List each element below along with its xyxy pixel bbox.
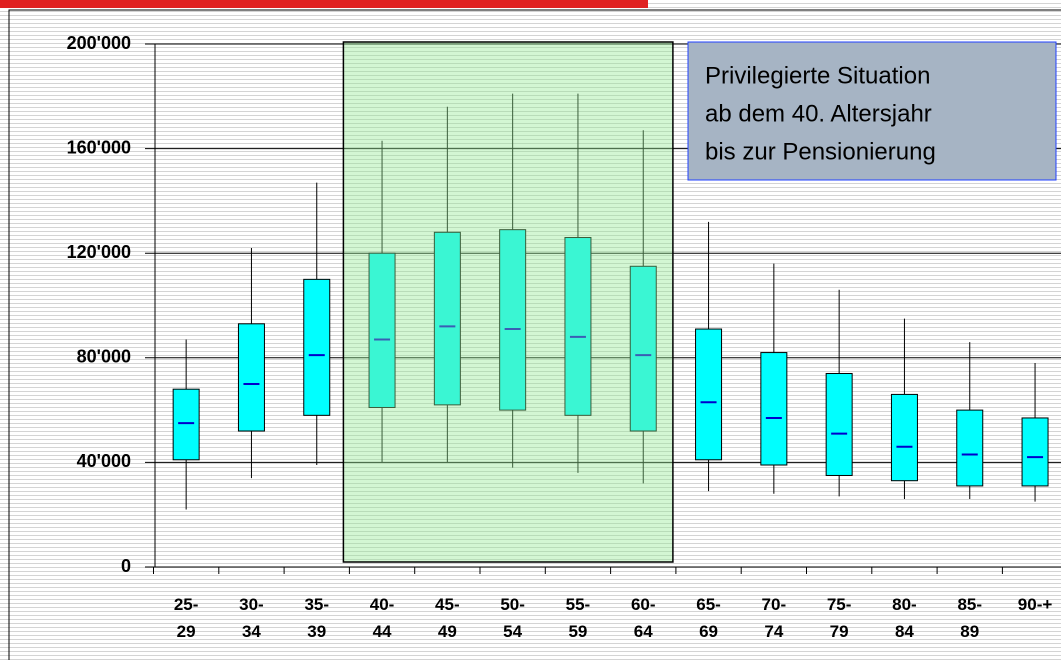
y-tick-label: 0 (121, 556, 131, 576)
y-tick-label: 120'000 (67, 242, 131, 262)
annotation-text: bis zur Pensionierung (705, 138, 936, 165)
box (433, 231, 461, 406)
box (825, 372, 853, 476)
x-tick-label: 35- 39 (304, 595, 330, 641)
x-tick-label: 80- 84 (892, 595, 917, 641)
x-tick-label: 50- 54 (500, 595, 525, 641)
frame (8, 9, 1061, 660)
box (956, 409, 984, 487)
x-tick-label: 65- 69 (696, 595, 721, 641)
box (172, 388, 200, 461)
top-bar (0, 0, 648, 8)
box (629, 265, 657, 432)
box (1021, 417, 1049, 487)
box (695, 328, 723, 461)
y-tick-label: 160'000 (67, 137, 131, 157)
x-tick-label: 90-+ (1017, 595, 1053, 614)
x-tick-label: 60- 64 (630, 595, 656, 641)
x-tick-label: 70- 74 (761, 595, 787, 641)
annotation-text: ab dem 40. Altersjahr (705, 100, 932, 127)
box (237, 323, 265, 432)
x-tick-label: 75- 79 (826, 595, 852, 641)
annotation-text: Privilegierte Situation (705, 62, 930, 89)
y-tick-label: 200'000 (67, 33, 131, 53)
highlight-region (342, 41, 674, 563)
box (368, 252, 396, 408)
x-tick-label: 25- 29 (173, 595, 199, 641)
box (890, 393, 918, 482)
x-tick-label: 55- 59 (565, 595, 591, 641)
box (303, 278, 331, 416)
x-tick-label: 40- 44 (369, 595, 395, 641)
y-tick-label: 40'000 (77, 451, 131, 471)
annotation-box (687, 41, 1057, 181)
x-tick-label: 85- 89 (957, 595, 983, 641)
box (564, 237, 592, 416)
x-tick-label: 30- 34 (239, 595, 264, 641)
box (499, 229, 527, 411)
box (760, 352, 788, 466)
y-tick-label: 80'000 (77, 347, 131, 367)
x-tick-label: 45- 49 (435, 595, 460, 641)
